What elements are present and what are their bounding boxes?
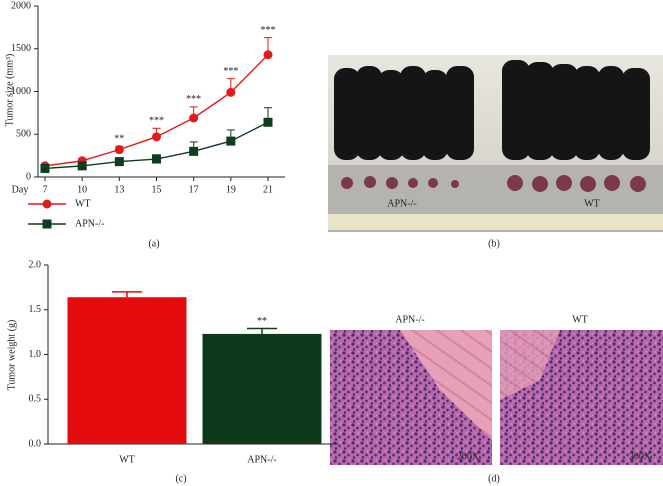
histology: APN-/- WT 200X 200X bbox=[330, 314, 663, 465]
y-tick-label: 0.5 bbox=[29, 394, 42, 405]
significance: *** bbox=[223, 66, 238, 77]
x-tick-label: 15 bbox=[152, 184, 162, 195]
legend-marker bbox=[42, 199, 52, 209]
marker bbox=[263, 50, 273, 60]
significance: *** bbox=[186, 94, 201, 105]
significance: *** bbox=[149, 116, 164, 127]
panel-label: (d) bbox=[488, 473, 500, 484]
y-tick-label: 500 bbox=[16, 129, 31, 140]
x-tick-label: 13 bbox=[114, 184, 124, 195]
histology-title: APN-/- bbox=[395, 314, 424, 325]
panel-label: (b) bbox=[488, 238, 500, 249]
y-axis-label: Tumor weight (g) bbox=[6, 320, 17, 391]
significance: *** bbox=[261, 25, 276, 36]
legend-marker bbox=[42, 219, 52, 229]
marker bbox=[263, 117, 273, 127]
panel-label: (c) bbox=[175, 473, 186, 484]
histology-title: WT bbox=[572, 314, 588, 325]
marker bbox=[226, 136, 236, 146]
y-tick-label: 2000 bbox=[11, 0, 31, 11]
y-tick-label: 1.0 bbox=[29, 349, 42, 360]
marker bbox=[40, 163, 50, 173]
x-tick-label: 19 bbox=[226, 184, 236, 195]
y-tick-label: 0.0 bbox=[29, 438, 42, 449]
x-tick-label: WT bbox=[119, 454, 135, 465]
y-axis-label: Tumor size (mm³) bbox=[4, 54, 15, 127]
x-tick-label: 21 bbox=[263, 184, 273, 195]
bar bbox=[202, 333, 322, 444]
marker bbox=[152, 154, 161, 164]
photo-label: WT bbox=[584, 198, 600, 209]
legend-label: WT bbox=[75, 198, 91, 209]
marker bbox=[114, 157, 124, 167]
y-tick-label: 0 bbox=[26, 171, 31, 182]
significance: ** bbox=[257, 316, 267, 327]
marker bbox=[77, 161, 87, 171]
x-axis-label: Day bbox=[12, 184, 29, 195]
y-tick-label: 2.0 bbox=[29, 259, 42, 270]
legend-label: APN-/- bbox=[75, 218, 104, 229]
x-tick-label: 7 bbox=[43, 184, 48, 195]
y-tick-label: 1500 bbox=[11, 43, 31, 54]
photo-label: APN-/- bbox=[387, 198, 416, 209]
magnification: 200X bbox=[457, 451, 480, 462]
y-tick-label: 1000 bbox=[11, 86, 31, 97]
panel-label: (a) bbox=[148, 238, 159, 249]
marker bbox=[189, 146, 199, 156]
y-tick-label: 1.5 bbox=[29, 304, 42, 315]
x-tick-label: 10 bbox=[77, 184, 87, 195]
x-tick-label: APN-/- bbox=[247, 454, 276, 465]
marker bbox=[189, 113, 199, 123]
significance: ** bbox=[114, 134, 124, 145]
marker bbox=[226, 87, 236, 97]
x-tick-label: 17 bbox=[189, 184, 199, 195]
marker bbox=[114, 145, 124, 155]
mice-photo: APN-/- WT bbox=[328, 55, 663, 232]
marker bbox=[152, 132, 161, 142]
magnification: 200X bbox=[629, 451, 652, 462]
bar bbox=[67, 297, 187, 444]
